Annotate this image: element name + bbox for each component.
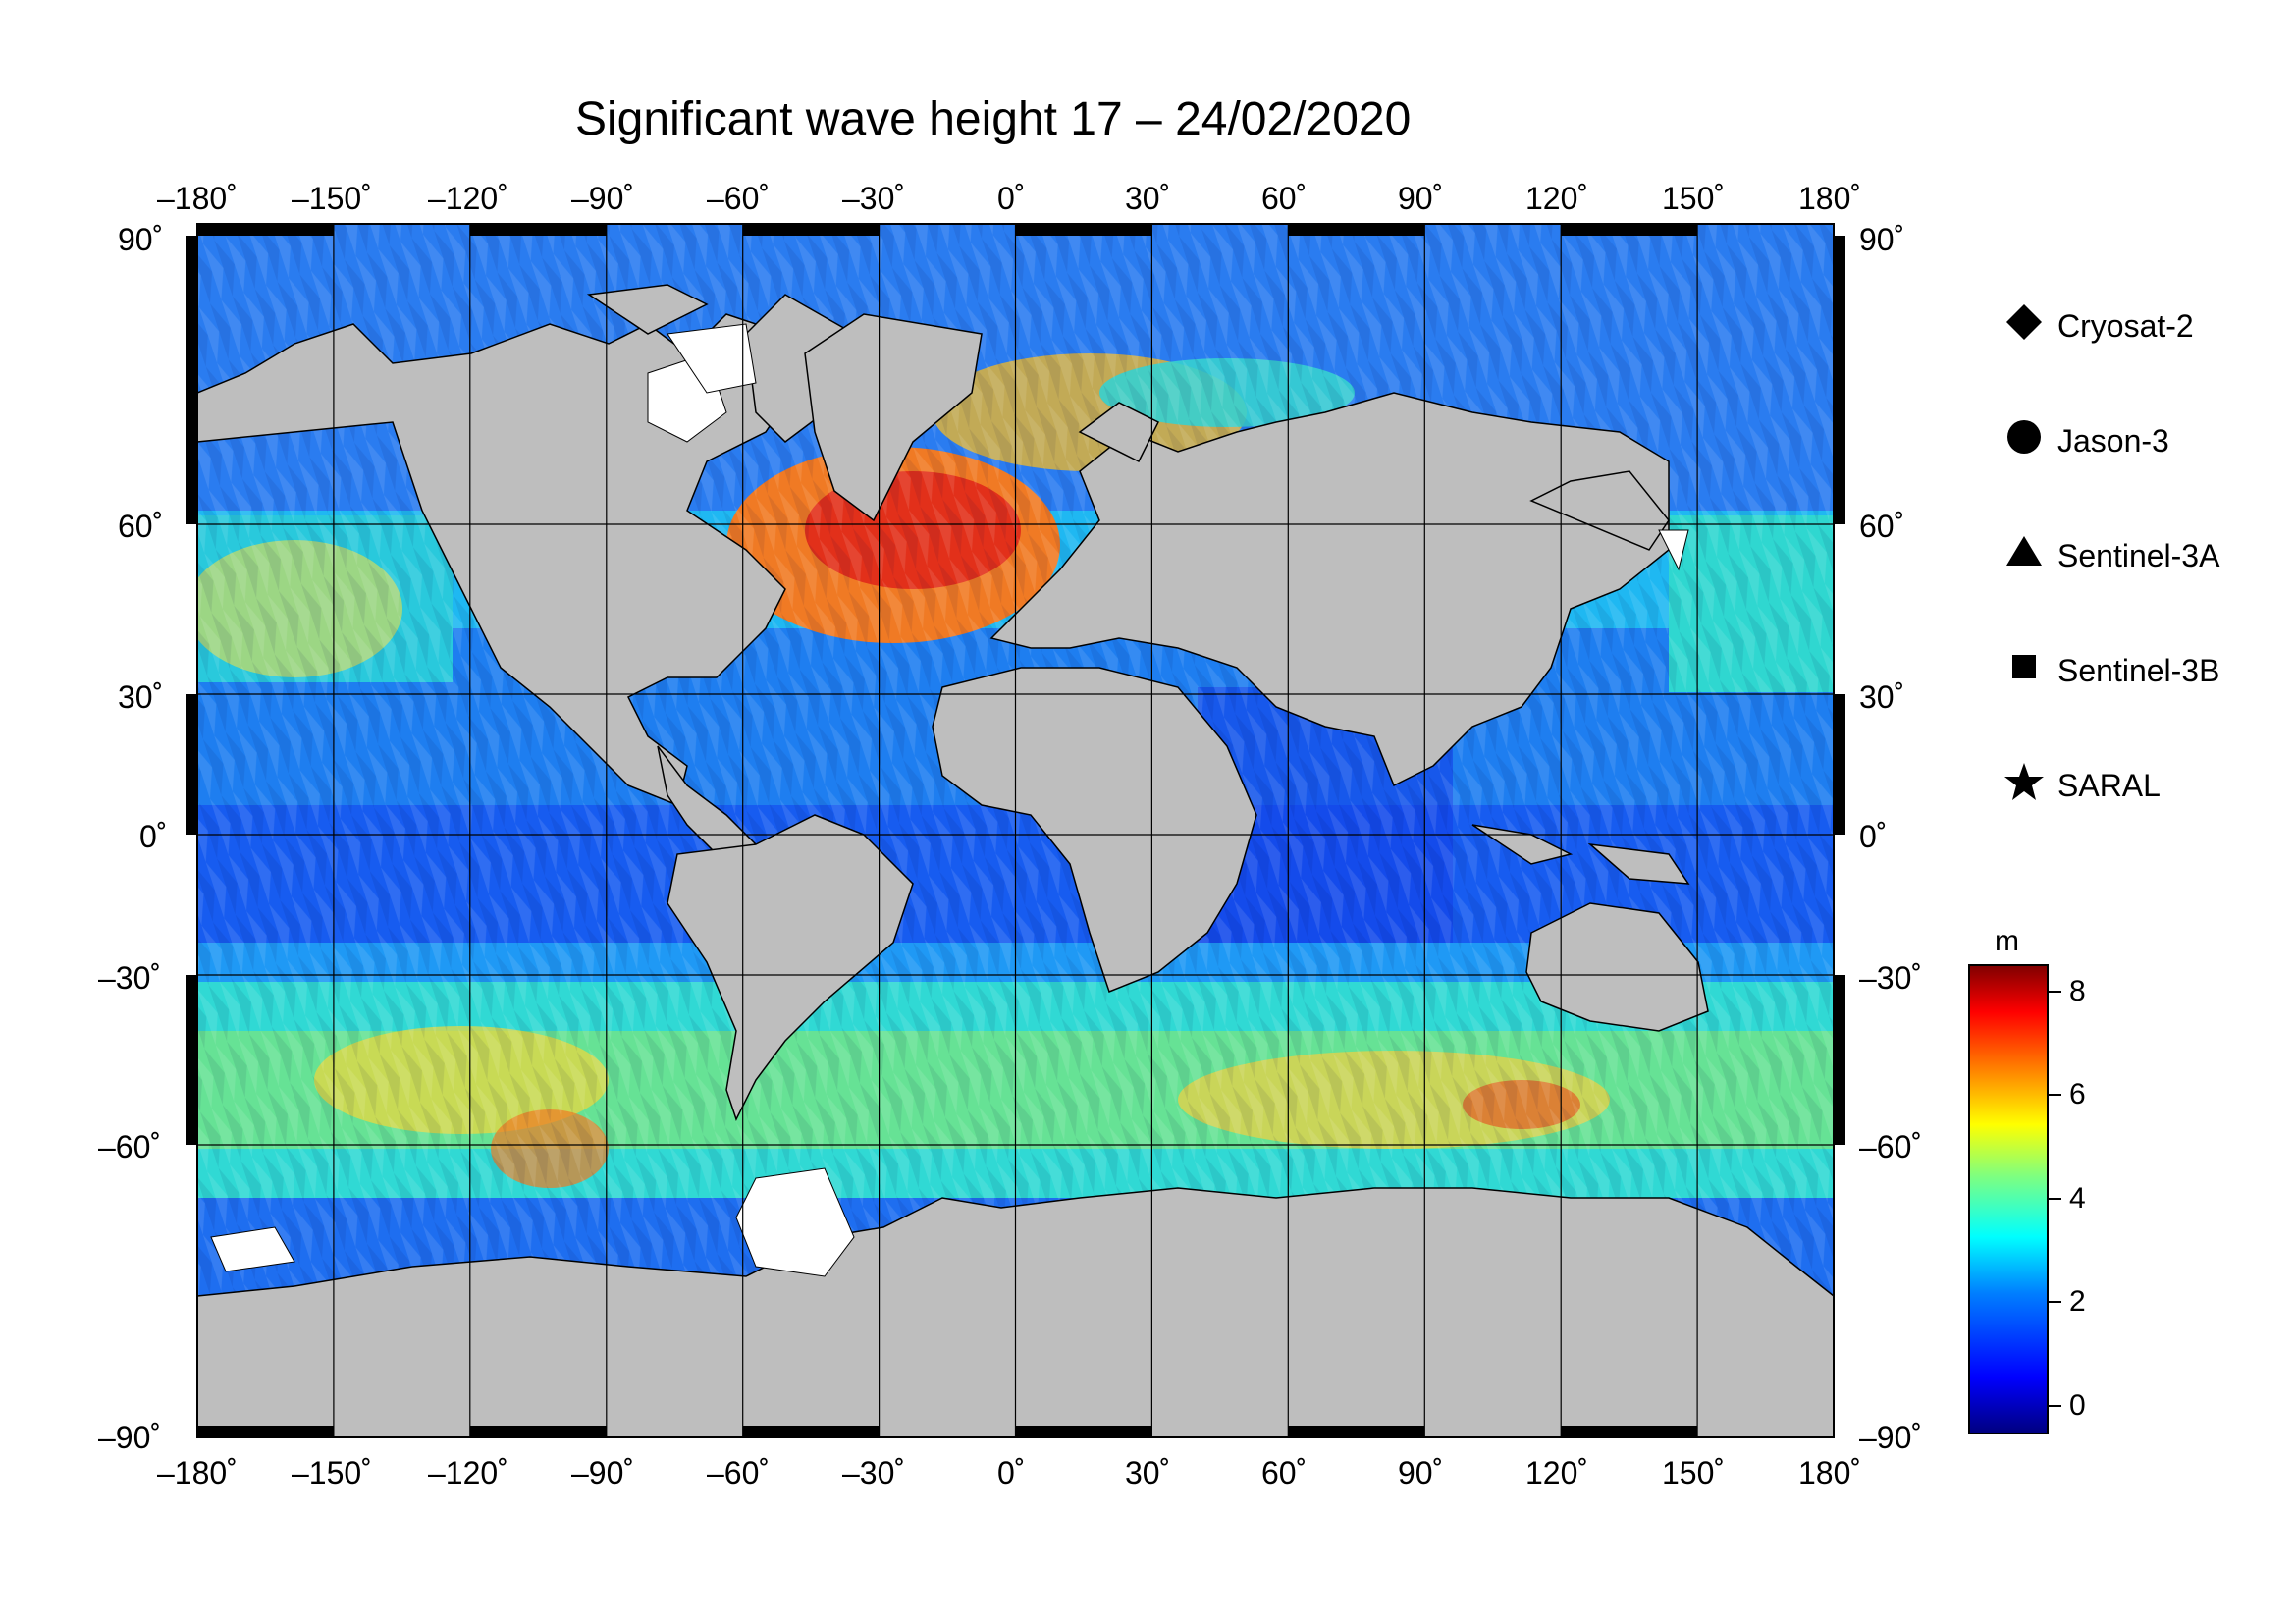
lon-tick-top: 30˚ xyxy=(1125,181,1171,216)
legend-label: Sentinel-3A xyxy=(2057,538,2220,573)
lon-tick-top: –30˚ xyxy=(842,181,906,216)
lat-tick-left: 0˚ xyxy=(139,819,168,854)
lat-tick-left: –90˚ xyxy=(98,1420,162,1455)
lon-tick-bottom: –180˚ xyxy=(157,1455,238,1490)
lon-tick-top: 0˚ xyxy=(997,181,1026,216)
graticule xyxy=(197,224,1834,1437)
map-title: Significant wave height 17 – 24/02/2020 xyxy=(575,93,1412,145)
lon-tick-bottom: 30˚ xyxy=(1125,1455,1171,1490)
lon-tick-bottom: 60˚ xyxy=(1261,1455,1308,1490)
lat-tick-right: 60˚ xyxy=(1859,509,1905,544)
lat-tick-right: –90˚ xyxy=(1859,1420,1923,1455)
lat-tick-right: 90˚ xyxy=(1859,222,1905,257)
legend-label: Jason-3 xyxy=(2057,423,2169,459)
lon-tick-bottom: –60˚ xyxy=(707,1455,771,1490)
lon-tick-top: 120˚ xyxy=(1525,181,1589,216)
lon-tick-top: 60˚ xyxy=(1261,181,1308,216)
lat-tick-right: –30˚ xyxy=(1859,960,1923,996)
lon-tick-bottom: 0˚ xyxy=(997,1455,1026,1490)
star-icon xyxy=(2004,763,2044,800)
lon-tick-bottom: –150˚ xyxy=(292,1455,372,1490)
legend-label: Sentinel-3B xyxy=(2057,653,2220,688)
lon-tick-top: 150˚ xyxy=(1662,181,1726,216)
colorbar-tick: 0 xyxy=(2069,1389,2086,1422)
circle-icon xyxy=(2007,420,2041,454)
lon-tick-bottom: –30˚ xyxy=(842,1455,906,1490)
lon-tick-bottom: 90˚ xyxy=(1398,1455,1444,1490)
lon-tick-bottom: 180˚ xyxy=(1798,1455,1862,1490)
lon-tick-bottom: –90˚ xyxy=(571,1455,635,1490)
lat-tick-left: –30˚ xyxy=(98,960,162,996)
lon-tick-top: –180˚ xyxy=(157,181,238,216)
legend-label: Cryosat-2 xyxy=(2057,308,2194,344)
colorbar xyxy=(1968,964,2061,1434)
square-icon xyxy=(2012,655,2036,678)
lon-tick-bottom: –120˚ xyxy=(428,1455,508,1490)
lat-tick-right: –60˚ xyxy=(1859,1129,1923,1164)
lat-tick-left: 60˚ xyxy=(118,509,164,544)
colorbar-unit: m xyxy=(1995,925,2019,957)
colorbar-tick: 4 xyxy=(2069,1182,2086,1215)
lon-tick-top: –120˚ xyxy=(428,181,508,216)
lon-tick-bottom: 120˚ xyxy=(1525,1455,1589,1490)
colorbar-tick: 8 xyxy=(2069,975,2086,1007)
map-frame xyxy=(186,223,1845,1438)
colorbar-tick: 6 xyxy=(2069,1078,2086,1110)
lon-tick-top: 90˚ xyxy=(1398,181,1444,216)
lat-tick-right: 30˚ xyxy=(1859,679,1905,715)
lon-tick-top: –150˚ xyxy=(292,181,372,216)
lon-tick-top: 180˚ xyxy=(1798,181,1862,216)
lon-tick-top: –60˚ xyxy=(707,181,771,216)
lat-tick-left: –60˚ xyxy=(98,1129,162,1164)
triangle-icon xyxy=(2006,536,2042,566)
sea-ice xyxy=(210,323,1689,1277)
lon-tick-bottom: 150˚ xyxy=(1662,1455,1726,1490)
colorbar-tick: 2 xyxy=(2069,1285,2086,1318)
lon-tick-top: –90˚ xyxy=(571,181,635,216)
lat-tick-right: 0˚ xyxy=(1859,819,1888,854)
lat-tick-left: 30˚ xyxy=(118,679,164,715)
lat-tick-left: 90˚ xyxy=(118,222,164,257)
diamond-icon xyxy=(2006,304,2042,340)
legend-label: SARAL xyxy=(2057,768,2161,803)
